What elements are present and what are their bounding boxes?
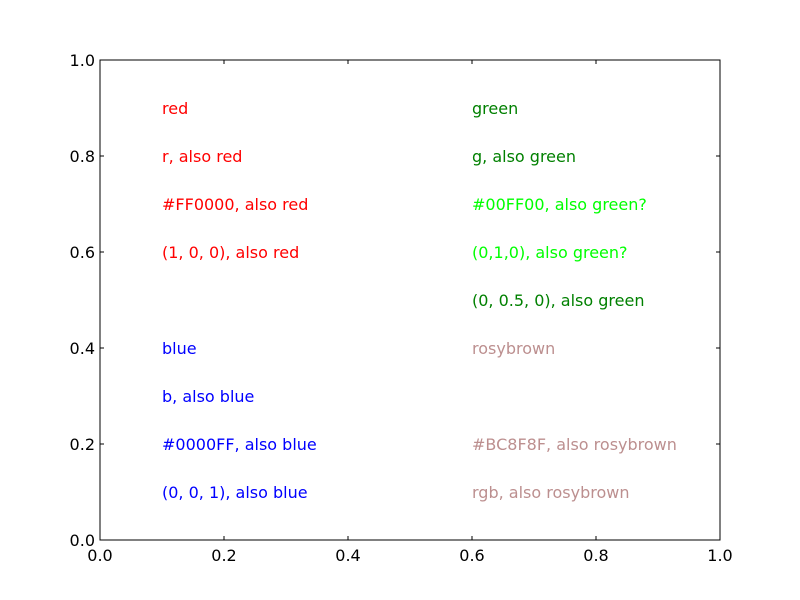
annotation-text: blue: [162, 339, 197, 358]
annotation-text: #FF0000, also red: [162, 195, 308, 214]
x-tick-label: 1.0: [707, 546, 732, 565]
annotation-text: (0, 0.5, 0), also green: [472, 291, 644, 310]
annotation-text: (0,1,0), also green?: [472, 243, 628, 262]
annotation-text: b, also blue: [162, 387, 254, 406]
x-tick-label: 0.4: [335, 546, 360, 565]
y-tick-label: 0.8: [70, 147, 95, 166]
y-tick-label: 1.0: [70, 51, 95, 70]
y-tick-label: 0.6: [70, 243, 95, 262]
annotations-layer: red r, also red #FF0000, also red (1, 0, 0)…: [162, 99, 677, 502]
ticks-layer: 0.0 0.2 0.4 0.6 0.8 1.0 0.0 0.2 0.4 0.6 0.8 1.0: [70, 51, 733, 565]
annotation-text: #BC8F8F, also rosybrown: [472, 435, 677, 454]
plot-frame: [99, 59, 721, 541]
annotation-text: rgb, also rosybrown: [472, 483, 629, 502]
plot-area: [100, 60, 720, 540]
y-tick-label: 0.2: [70, 435, 95, 454]
x-tick-label: 0.2: [211, 546, 236, 565]
annotation-text: rosybrown: [472, 339, 555, 358]
x-tick-label: 0.0: [87, 546, 112, 565]
y-tick-label: 0.0: [70, 531, 95, 550]
annotation-text: (0, 0, 1), also blue: [162, 483, 308, 502]
annotation-text: g, also green: [472, 147, 576, 166]
annotation-text: #00FF00, also green?: [472, 195, 647, 214]
annotation-text: green: [472, 99, 518, 118]
x-tick-label: 0.6: [459, 546, 484, 565]
annotation-text: red: [162, 99, 188, 118]
y-tick-label: 0.4: [70, 339, 95, 358]
annotation-text: #0000FF, also blue: [162, 435, 317, 454]
x-tick-label: 0.8: [583, 546, 608, 565]
annotation-text: (1, 0, 0), also red: [162, 243, 299, 262]
annotation-text: r, also red: [162, 147, 242, 166]
